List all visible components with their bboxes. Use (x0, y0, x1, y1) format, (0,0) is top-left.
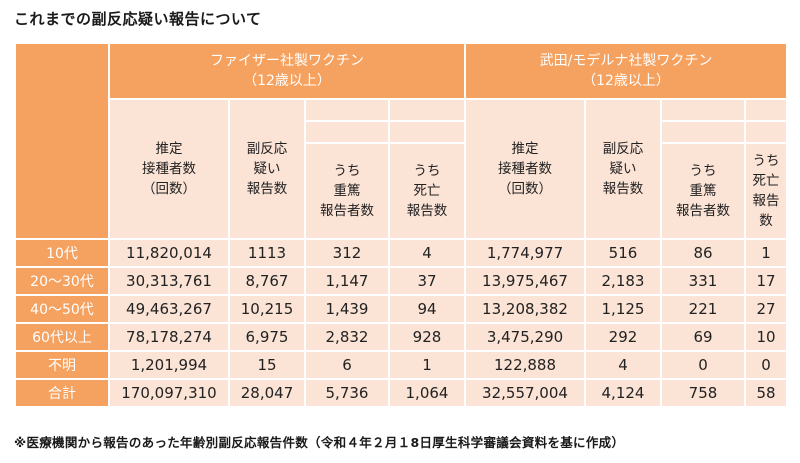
moderna-deaths-value: 17 (743, 266, 789, 296)
pfizer-serious-value: 5,736 (304, 378, 390, 408)
moderna-deaths-value: 10 (743, 322, 789, 352)
moderna-reports-value: 1,125 (584, 294, 662, 324)
pfizer-deaths-header-spacer-2 (388, 120, 466, 144)
moderna-serious-value: 86 (660, 238, 746, 268)
moderna-estimated-value: 3,475,290 (464, 322, 586, 352)
table-row-total: 合計 170,097,310 28,047 5,736 1,064 32,557… (14, 378, 789, 408)
pfizer-estimated-value: 78,178,274 (108, 322, 230, 352)
pfizer-serious-value: 1,147 (304, 266, 390, 296)
moderna-serious-value: 0 (660, 350, 746, 380)
pfizer-estimated-value: 11,820,014 (108, 238, 230, 268)
pfizer-deaths-value: 928 (388, 322, 466, 352)
pfizer-reports-header: 副反応 疑い 報告数 (228, 98, 306, 240)
row-label: 40～50代 (14, 294, 110, 324)
pfizer-reports-value: 6,975 (228, 322, 306, 352)
moderna-reports-value: 4,124 (584, 378, 662, 408)
pfizer-deaths-header: うち 死亡 報告数 (388, 142, 466, 240)
moderna-reports-header: 副反応 疑い 報告数 (584, 98, 662, 240)
pfizer-estimated-header: 推定 接種者数 （回数） (108, 98, 230, 240)
row-label: 20～30代 (14, 266, 110, 296)
pfizer-estimated-value: 30,313,761 (108, 266, 230, 296)
pfizer-serious-value: 1,439 (304, 294, 390, 324)
table-row-unknown: 不明 1,201,994 15 6 1 122,888 4 0 0 (14, 350, 789, 380)
pfizer-serious-header-spacer-1 (304, 98, 390, 122)
moderna-estimated-header: 推定 接種者数 （回数） (464, 98, 586, 240)
moderna-deaths-value: 0 (743, 350, 789, 380)
moderna-deaths-value: 58 (743, 378, 789, 408)
table-row-40s-50s: 40～50代 49,463,267 10,215 1,439 94 13,208… (14, 294, 789, 324)
pfizer-reports-value: 28,047 (228, 378, 306, 408)
pfizer-deaths-value: 1,064 (388, 378, 466, 408)
pfizer-deaths-header-spacer-1 (388, 98, 466, 122)
moderna-deaths-header-spacer-1 (743, 98, 789, 122)
moderna-serious-value: 69 (660, 322, 746, 352)
side-effect-report-table: ファイザー社製ワクチン （12歳以上） 武田/モデルナ社製ワクチン （12歳以上… (14, 42, 789, 408)
row-label: 合計 (14, 378, 110, 408)
pfizer-deaths-value: 37 (388, 266, 466, 296)
page-title: これまでの副反応疑い報告について (14, 10, 262, 28)
row-label: 10代 (14, 238, 110, 268)
moderna-deaths-value: 27 (743, 294, 789, 324)
moderna-serious-value: 221 (660, 294, 746, 324)
pfizer-serious-value: 312 (304, 238, 390, 268)
moderna-estimated-value: 13,208,382 (464, 294, 586, 324)
moderna-serious-value: 331 (660, 266, 746, 296)
moderna-estimated-value: 13,975,467 (464, 266, 586, 296)
moderna-estimated-value: 1,774,977 (464, 238, 586, 268)
corner-header (14, 42, 110, 240)
table-row-10s: 10代 11,820,014 1113 312 4 1,774,977 516 … (14, 238, 789, 268)
footnote: ※医療機関から報告のあった年齢別副反応報告件数（令和４年２月１8日厚生科学審議会… (14, 435, 625, 450)
moderna-estimated-value: 32,557,004 (464, 378, 586, 408)
moderna-reports-value: 292 (584, 322, 662, 352)
moderna-deaths-header-spacer-2 (743, 120, 789, 144)
pfizer-serious-value: 2,832 (304, 322, 390, 352)
pfizer-reports-value: 10,215 (228, 294, 306, 324)
pfizer-deaths-value: 4 (388, 238, 466, 268)
pfizer-estimated-value: 170,097,310 (108, 378, 230, 408)
pfizer-group-header: ファイザー社製ワクチン （12歳以上） (108, 42, 466, 100)
pfizer-deaths-value: 1 (388, 350, 466, 380)
pfizer-reports-value: 8,767 (228, 266, 306, 296)
moderna-reports-value: 4 (584, 350, 662, 380)
moderna-serious-header: うち 重篤 報告者数 (660, 142, 746, 240)
moderna-group-header: 武田/モデルナ社製ワクチン （12歳以上） (463, 42, 789, 100)
pfizer-serious-value: 6 (304, 350, 390, 380)
moderna-deaths-value: 1 (743, 238, 789, 268)
pfizer-serious-header: うち 重篤 報告者数 (304, 142, 390, 240)
pfizer-estimated-value: 1,201,994 (108, 350, 230, 380)
moderna-estimated-value: 122,888 (464, 350, 586, 380)
row-label: 不明 (14, 350, 110, 380)
moderna-serious-value: 758 (660, 378, 746, 408)
pfizer-deaths-value: 94 (388, 294, 466, 324)
row-label: 60代以上 (14, 322, 110, 352)
pfizer-serious-header-spacer-2 (304, 120, 390, 144)
moderna-serious-header-spacer-1 (660, 98, 746, 122)
moderna-reports-value: 516 (584, 238, 662, 268)
table-row-20s-30s: 20～30代 30,313,761 8,767 1,147 37 13,975,… (14, 266, 789, 296)
pfizer-estimated-value: 49,463,267 (108, 294, 230, 324)
moderna-reports-value: 2,183 (584, 266, 662, 296)
pfizer-reports-value: 1113 (228, 238, 306, 268)
moderna-serious-header-spacer-2 (660, 120, 746, 144)
pfizer-reports-value: 15 (228, 350, 306, 380)
moderna-deaths-header: うち 死亡 報告数 (743, 142, 789, 240)
table-row-60s-plus: 60代以上 78,178,274 6,975 2,832 928 3,475,2… (14, 322, 789, 352)
